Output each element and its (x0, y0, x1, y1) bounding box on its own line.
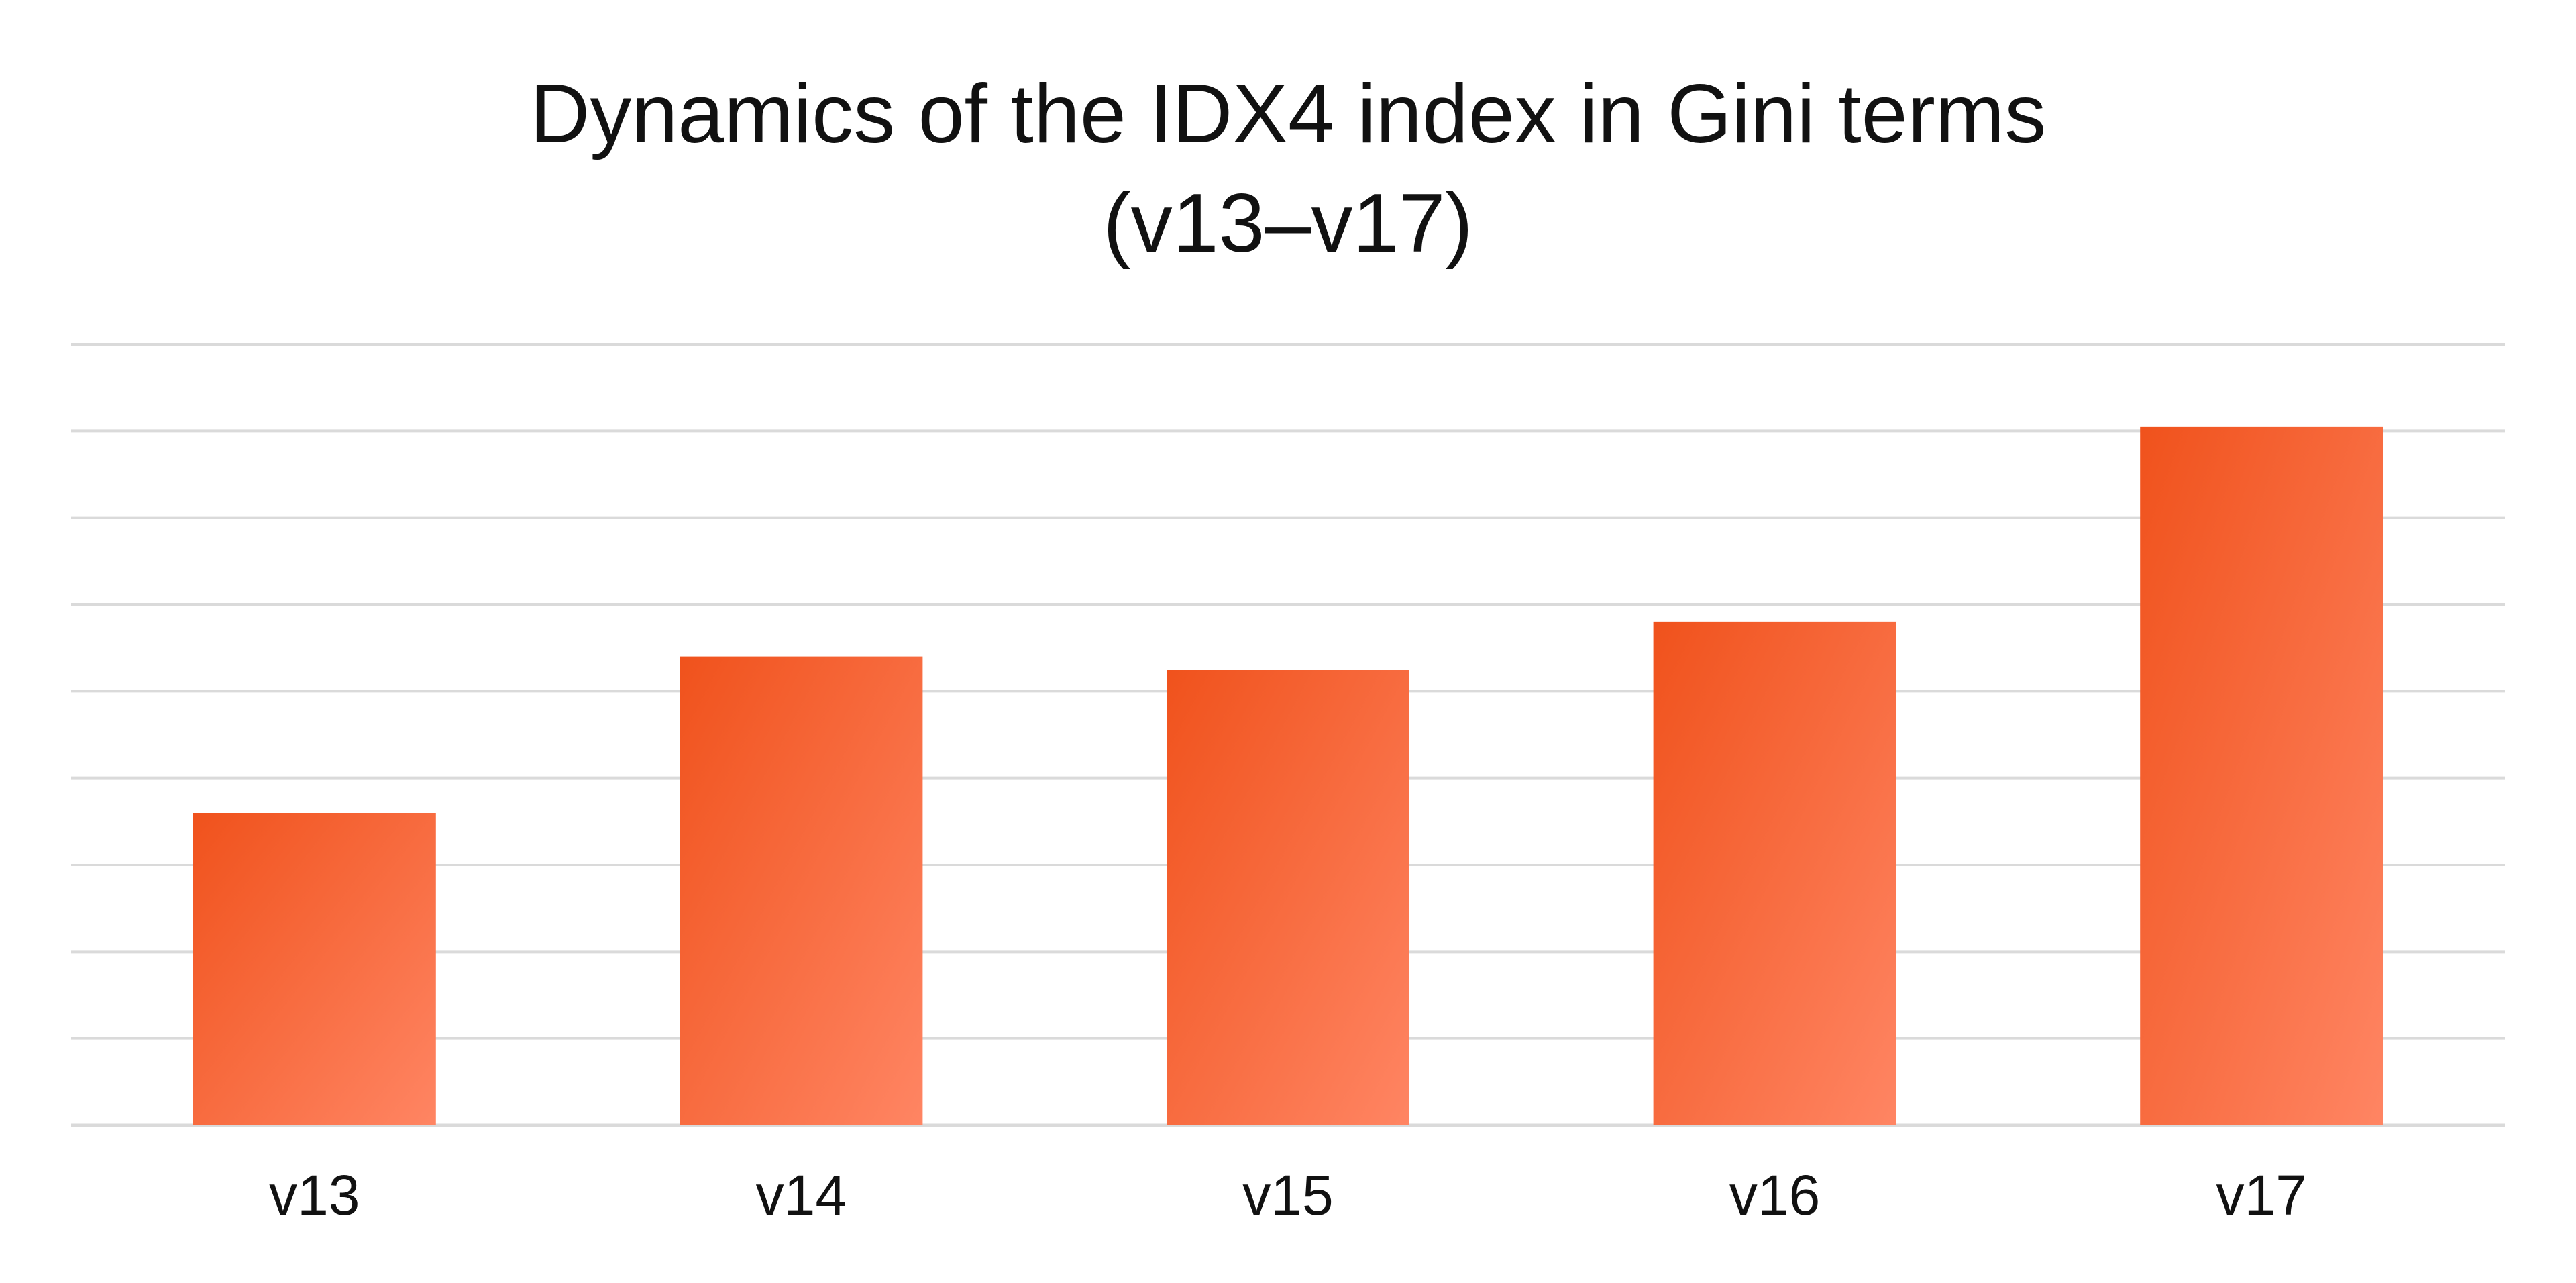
bar-v16 (1653, 621, 1896, 1125)
x-tick-label: v14 (756, 1164, 847, 1227)
x-tick-labels: v13 v14 v15 v16 v17 (269, 1164, 2307, 1227)
gridlines (71, 343, 2505, 1127)
bar-v17 (2140, 426, 2383, 1125)
chart-title-line-1: Dynamics of the IDX4 index in Gini terms (529, 68, 2047, 160)
bars (193, 426, 2383, 1125)
x-tick-label: v15 (1242, 1164, 1333, 1227)
bar-v15 (1167, 670, 1409, 1125)
x-tick-label: v17 (2216, 1164, 2306, 1227)
chart-title-line-2: (v13–v17) (1103, 177, 1473, 270)
x-tick-label: v16 (1729, 1164, 1820, 1227)
x-tick-label: v13 (269, 1164, 360, 1227)
bar-v13 (193, 813, 436, 1125)
bar-v14 (680, 656, 923, 1125)
